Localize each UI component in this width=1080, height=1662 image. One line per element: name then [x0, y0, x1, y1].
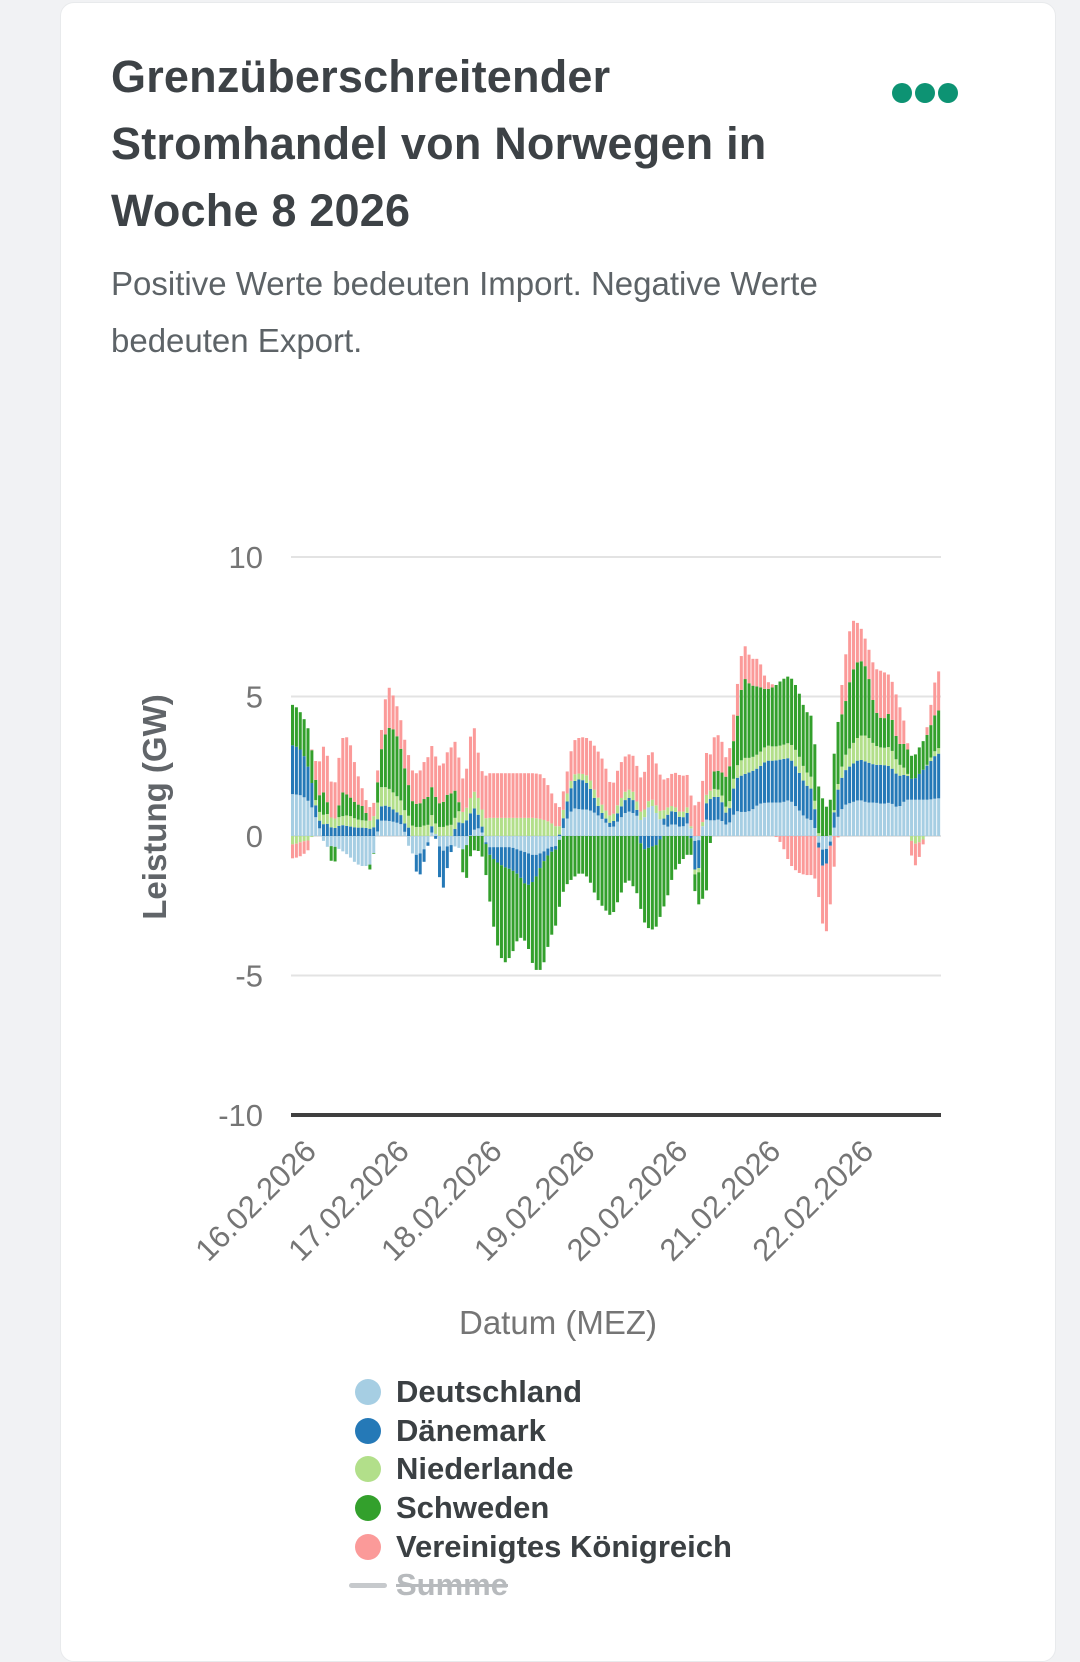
legend-item[interactable]: Schweden [355, 1489, 732, 1528]
legend-item[interactable]: Summe [349, 1566, 732, 1605]
y-tick-label: 10 [229, 540, 263, 575]
legend-label: Vereinigtes Königreich [396, 1528, 732, 1564]
legend-color-swatch [355, 1379, 381, 1406]
menu-dot [938, 83, 958, 103]
bars-layer [291, 620, 941, 970]
chart-subtitle: Positive Werte bedeuten Import. Negative… [111, 265, 818, 359]
legend-item[interactable]: Deutschland [355, 1373, 732, 1412]
legend-item[interactable]: Vereinigtes Königreich [355, 1527, 732, 1566]
legend-label: Summe [396, 1567, 508, 1603]
chart-legend: Deutschland Dänemark Niederlande Schweden Ve… [349, 1373, 732, 1605]
legend-label: Schweden [396, 1490, 550, 1526]
legend-label: Deutschland [396, 1374, 583, 1410]
y-tick-label: 0 [246, 819, 263, 854]
y-tick-label: -10 [218, 1098, 263, 1133]
legend-color-swatch [355, 1495, 381, 1522]
chart-card: Grenzüberschreitender Stromhandel von No… [60, 2, 1056, 1662]
legend-label: Niederlande [396, 1451, 574, 1487]
menu-dot [892, 83, 912, 103]
menu-dot [915, 83, 935, 103]
page-title: Grenzüberschreitender Stromhandel von No… [111, 51, 767, 236]
legend-color-swatch [355, 1533, 381, 1560]
legend-label: Dänemark [396, 1412, 546, 1448]
y-axis-title: Leistung (GW) [136, 694, 173, 919]
legend-line-swatch [349, 1582, 387, 1588]
y-tick-label: 5 [246, 680, 263, 715]
legend-item[interactable]: Dänemark [355, 1412, 732, 1451]
y-tick-label: -5 [235, 959, 263, 994]
legend-item[interactable]: Niederlande [355, 1450, 732, 1489]
x-axis-title: Datum (MEZ) [459, 1304, 657, 1341]
kebab-menu-button[interactable] [892, 83, 958, 103]
legend-color-swatch [355, 1417, 381, 1444]
legend-color-swatch [355, 1456, 381, 1483]
